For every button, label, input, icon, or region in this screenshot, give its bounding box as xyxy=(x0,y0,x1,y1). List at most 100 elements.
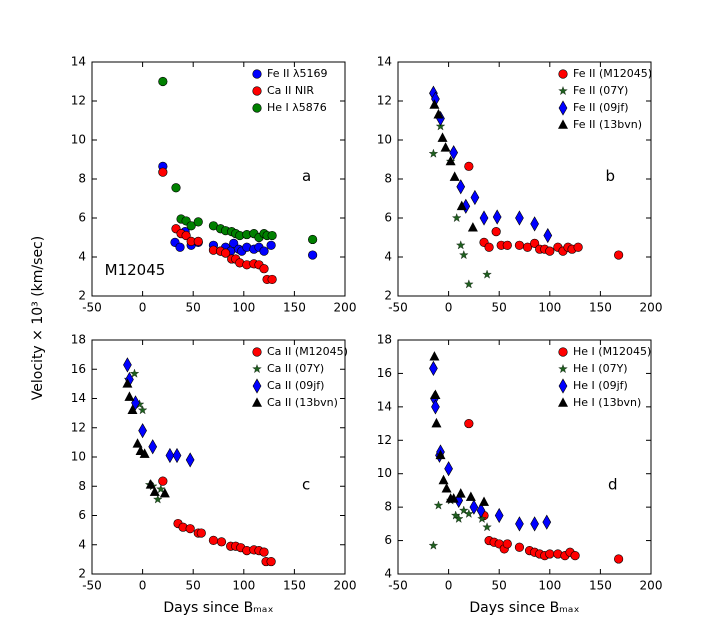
point xyxy=(259,547,269,557)
point xyxy=(482,522,492,532)
point xyxy=(429,99,440,109)
point xyxy=(614,250,624,260)
x-tick-label: 100 xyxy=(232,579,255,593)
annotation: b xyxy=(605,167,615,185)
point xyxy=(614,554,624,564)
point xyxy=(220,248,231,258)
point xyxy=(464,161,474,171)
point xyxy=(459,505,469,515)
point xyxy=(433,500,444,510)
legend-marker xyxy=(558,378,568,394)
x-tick-label: 0 xyxy=(139,301,147,315)
point xyxy=(445,155,456,166)
x-tick-label: 150 xyxy=(283,301,306,315)
point xyxy=(123,357,132,373)
y-tick-label: 10 xyxy=(71,450,86,464)
point xyxy=(308,234,318,245)
point xyxy=(433,109,444,119)
point xyxy=(216,537,227,547)
x-tick-label: 150 xyxy=(589,301,612,315)
point xyxy=(175,242,185,252)
point xyxy=(456,179,466,195)
point xyxy=(438,474,449,485)
x-tick-label: 200 xyxy=(334,301,357,315)
point xyxy=(185,524,195,534)
point xyxy=(459,250,469,260)
point xyxy=(196,528,206,538)
point xyxy=(431,399,440,415)
point xyxy=(449,145,459,161)
y-tick-label: 12 xyxy=(71,94,86,108)
point xyxy=(444,461,453,477)
legend-label: He I (M12045) xyxy=(573,345,651,358)
legend-label: Ca II (M12045) xyxy=(267,345,348,358)
legend-label: Ca II (09jf) xyxy=(267,379,324,392)
y-tick-label: 12 xyxy=(377,94,392,108)
point xyxy=(431,417,442,428)
legend-label: He I (09jf) xyxy=(573,379,628,392)
y-tick-label: 6 xyxy=(384,211,392,225)
point xyxy=(158,167,168,177)
y-tick-label: 14 xyxy=(377,399,392,413)
point xyxy=(137,405,148,415)
y-tick-label: 14 xyxy=(377,55,392,69)
legend-label: Fe II (13bvn) xyxy=(573,118,642,131)
y-tick-label: 16 xyxy=(377,366,392,380)
legend-marker xyxy=(252,397,262,407)
legend-label: He I (07Y) xyxy=(573,362,628,375)
point xyxy=(451,213,462,223)
point xyxy=(465,491,476,501)
legend-label: Fe II (07Y) xyxy=(573,84,628,97)
point xyxy=(545,246,555,256)
point xyxy=(186,221,196,231)
y-tick-label: 2 xyxy=(384,289,392,303)
point xyxy=(440,142,451,152)
point xyxy=(172,447,182,464)
annotation: a xyxy=(302,167,311,185)
point xyxy=(573,242,583,252)
point xyxy=(491,227,501,237)
point xyxy=(570,551,580,561)
point xyxy=(448,493,459,503)
y-tick-label: 10 xyxy=(71,133,86,147)
point xyxy=(266,556,276,567)
point xyxy=(477,513,487,523)
point xyxy=(159,487,170,498)
x-tick-label: 50 xyxy=(492,301,507,315)
point xyxy=(484,242,494,252)
y-tick-label: 8 xyxy=(78,479,86,493)
point xyxy=(479,210,489,226)
point xyxy=(308,250,318,260)
point xyxy=(437,132,448,142)
legend-marker xyxy=(558,69,568,79)
legend-marker xyxy=(252,86,262,96)
y-tick-label: 8 xyxy=(78,172,86,186)
x-axis-label: Days since Bₘₐₓ xyxy=(469,600,579,616)
legend-label: Ca II (07Y) xyxy=(267,362,324,375)
legend-marker xyxy=(558,364,568,374)
y-tick-label: 4 xyxy=(384,567,392,581)
x-tick-label: 50 xyxy=(186,579,201,593)
point xyxy=(479,496,490,506)
legend-marker xyxy=(252,347,262,357)
legend-label: Fe II λ5169 xyxy=(267,67,327,80)
y-tick-label: 18 xyxy=(377,333,392,347)
point xyxy=(267,274,277,285)
point xyxy=(259,246,269,256)
y-tick-label: 12 xyxy=(377,433,392,447)
x-tick-label: 0 xyxy=(445,301,453,315)
point xyxy=(428,540,439,550)
y-tick-label: 10 xyxy=(377,133,392,147)
x-axis-label: Days since Bₘₐₓ xyxy=(163,600,273,616)
x-tick-label: 200 xyxy=(640,301,663,315)
x-tick-label: 200 xyxy=(640,579,663,593)
point xyxy=(129,368,140,378)
point xyxy=(193,217,203,227)
y-tick-label: 4 xyxy=(384,250,392,264)
point xyxy=(530,238,540,248)
y-tick-label: 6 xyxy=(78,211,86,225)
y-tick-label: 16 xyxy=(71,362,86,376)
x-tick-label: 50 xyxy=(492,579,507,593)
point xyxy=(545,549,555,559)
point xyxy=(456,200,467,211)
